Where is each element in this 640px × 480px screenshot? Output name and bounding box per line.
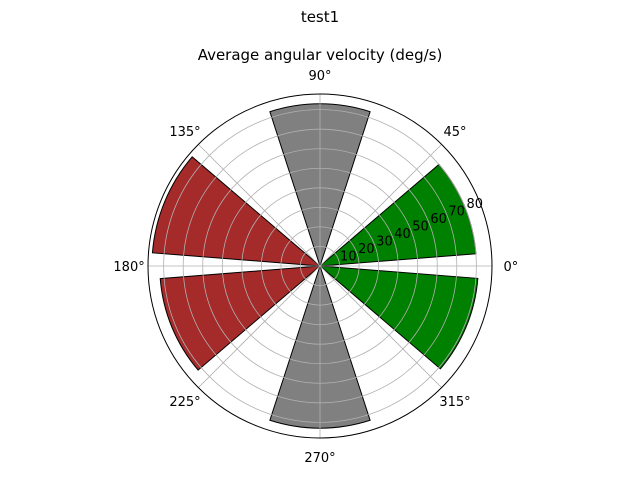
theta-tick-label: 180°: [113, 260, 144, 275]
theta-tick-label: 315°: [439, 395, 470, 410]
theta-tick-label: 135°: [169, 125, 200, 140]
polar-frame: [147, 93, 493, 439]
theta-gridline-5: [198, 265, 321, 388]
bar-3: [159, 265, 322, 371]
theta-gridline-7: [319, 265, 442, 388]
theta-tick-label: 225°: [169, 395, 200, 410]
bar-2: [151, 156, 322, 267]
theta-tick-label: 270°: [304, 451, 335, 466]
r-tick-label: 20: [358, 242, 375, 257]
r-tick-label: 30: [376, 235, 393, 250]
theta-tick-label: 0°: [504, 260, 519, 275]
r-tick-label: 80: [466, 197, 483, 212]
figure-suptitle: test1: [301, 8, 339, 26]
grid-layer: [148, 94, 492, 438]
chart-title: Average angular velocity (deg/s): [198, 46, 443, 64]
theta-tick-label: 45°: [443, 125, 466, 140]
radial-tick-labels: 10 20 30 40 50 60 70 80: [340, 197, 483, 264]
theta-gridline-1: [319, 144, 442, 267]
r-tick-label: 40: [394, 227, 411, 242]
r-tick-label: 10: [340, 250, 357, 265]
r-tick-label: 60: [430, 212, 447, 227]
r-tick-label: 70: [448, 205, 465, 220]
r-tick-label: 50: [412, 220, 429, 235]
theta-gridline-3: [198, 144, 321, 267]
bar-5: [318, 265, 479, 370]
theta-tick-label: 90°: [308, 69, 331, 84]
theta-tick-labels: 0° 45° 90° 135° 180° 225° 270° 315°: [113, 69, 518, 466]
